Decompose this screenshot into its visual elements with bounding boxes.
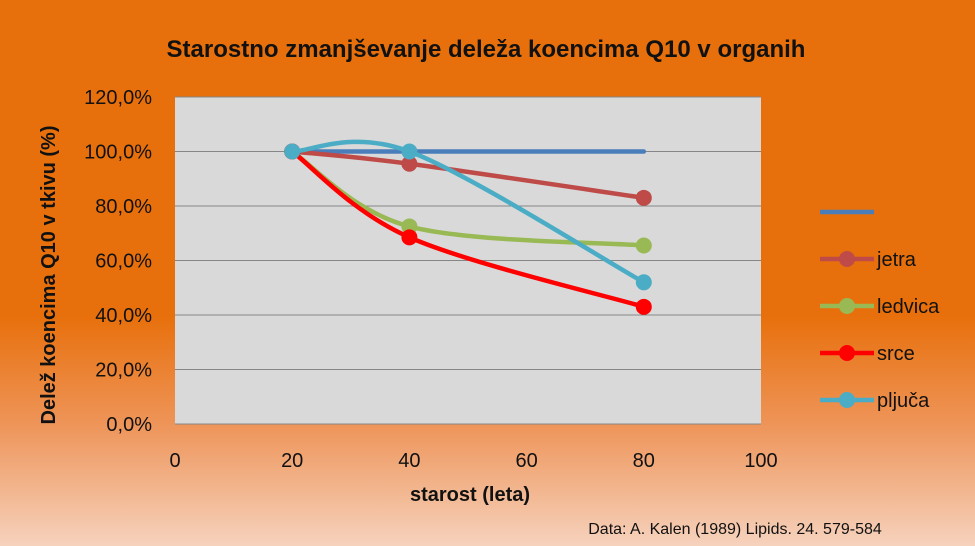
legend-swatch-marker [839, 345, 855, 361]
y-tick-label: 40,0% [95, 305, 152, 327]
legend-label: srce [877, 343, 915, 365]
series-lines [284, 139, 652, 315]
x-axis-title: starost (leta) [410, 484, 530, 506]
y-axis-title: Delež koencima Q10 v tkivu (%) [38, 125, 60, 424]
y-tick-label: 0,0% [106, 414, 152, 436]
data-point [635, 274, 652, 291]
series-line [289, 139, 647, 285]
data-point [401, 143, 418, 160]
legend-item: pljuča [820, 390, 930, 412]
x-tick-label: 40 [398, 450, 420, 472]
y-tick-label: 80,0% [95, 196, 152, 218]
legend-swatch-marker [839, 392, 855, 408]
x-tick-label: 20 [281, 450, 303, 472]
legend: jetra ledvica srce pljuča [820, 209, 940, 412]
legend-swatch-marker [839, 251, 855, 267]
y-tick-label: 60,0% [95, 251, 152, 273]
x-tick-label: 0 [169, 450, 180, 472]
legend-label: jetra [876, 249, 917, 271]
legend-item: srce [820, 343, 915, 365]
y-axis-ticks: 0,0% 20,0% 40,0% 60,0% 80,0% 100,0% 120,0% [84, 87, 152, 436]
legend-label: ledvica [877, 296, 940, 318]
y-tick-label: 120,0% [84, 87, 152, 109]
series-pljuča [284, 139, 652, 291]
chart-title: Starostno zmanjševanje deleža koencima Q… [167, 36, 806, 63]
legend-swatch-marker [839, 298, 855, 314]
legend-item: jetra [820, 249, 917, 271]
y-tick-label: 100,0% [84, 142, 152, 164]
data-point [635, 298, 652, 315]
legend-label: pljuča [877, 390, 930, 412]
series-line [289, 149, 647, 201]
legend-item: ledvica [820, 296, 940, 318]
data-point [284, 143, 301, 160]
data-point [635, 237, 652, 254]
x-axis-ticks: 0 20 40 60 80 100 [169, 450, 777, 472]
data-point [401, 155, 418, 172]
x-tick-label: 80 [633, 450, 655, 472]
data-point [635, 189, 652, 206]
x-tick-label: 100 [744, 450, 777, 472]
source-note: Data: A. Kalen (1989) Lipids. 24. 579-58… [588, 521, 882, 538]
y-tick-label: 20,0% [95, 360, 152, 382]
x-tick-label: 60 [515, 450, 537, 472]
data-point [401, 229, 418, 246]
